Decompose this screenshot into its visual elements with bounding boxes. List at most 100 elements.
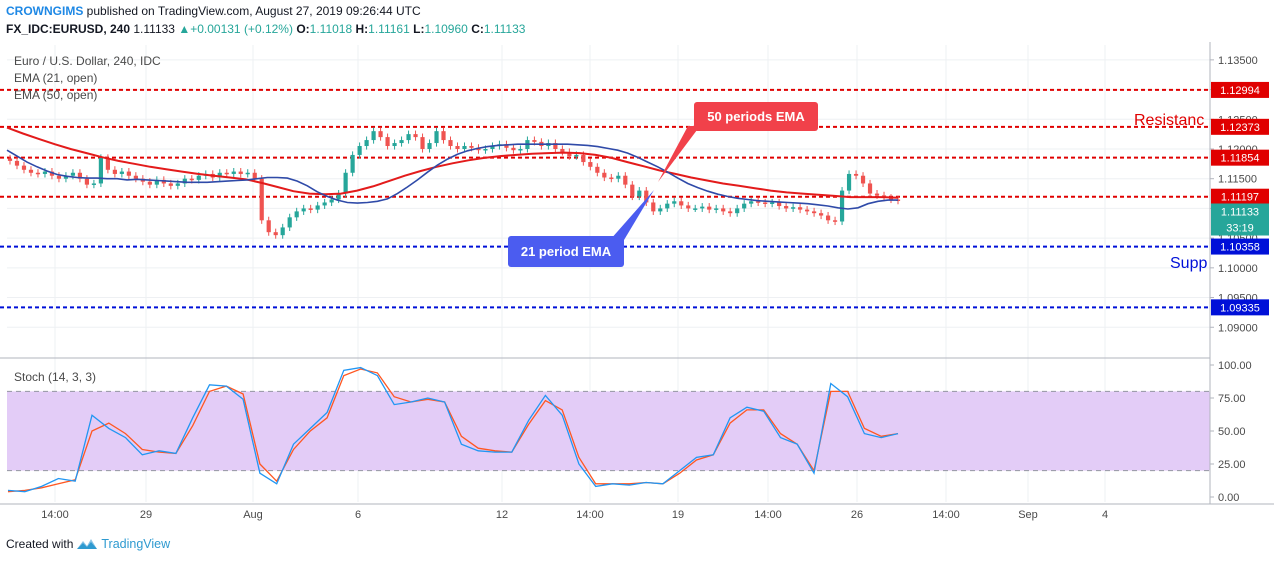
ema50-callout-text: 50 periods EMA (707, 109, 805, 124)
candle-body (867, 183, 873, 194)
candle (231, 168, 236, 178)
candle-body (266, 220, 271, 233)
candle (798, 203, 803, 214)
candle (455, 142, 460, 153)
candle (839, 187, 845, 226)
ema21-line (6, 143, 898, 210)
candle (273, 228, 278, 239)
candle (700, 203, 705, 212)
current-price-tag-label: 1.11133 (1221, 207, 1259, 219)
time-tick-label: 14:00 (932, 509, 960, 521)
candle (56, 172, 62, 183)
candle-body (798, 207, 803, 210)
price-tick-label: 1.09000 (1218, 322, 1258, 334)
candle-body (756, 201, 761, 203)
candle (832, 216, 838, 226)
candle-body (196, 175, 201, 180)
last-price: 1.11133 (133, 22, 175, 36)
resistance-price-tag-label: 1.12994 (1220, 85, 1260, 97)
ema21-callout-text: 21 period EMA (521, 244, 612, 259)
candle-body (609, 177, 614, 180)
candle (392, 139, 397, 150)
candle (651, 198, 656, 215)
time-tick-label: 19 (672, 509, 684, 521)
candle (784, 202, 789, 212)
support-price-tag-label: 1.10358 (1220, 242, 1260, 254)
candle-body (637, 190, 642, 197)
tradingview-link[interactable]: TradingView (101, 537, 171, 551)
candle (616, 172, 621, 183)
candle (763, 198, 768, 208)
candle-body (791, 207, 796, 209)
candle-body (315, 205, 320, 210)
time-tick-label: 26 (851, 509, 863, 521)
candle (609, 173, 614, 183)
open-label: O: (296, 22, 310, 36)
candle-body (818, 213, 824, 216)
stoch-k-line (7, 366, 899, 493)
current-price-tag (1211, 203, 1269, 236)
candle-body (553, 143, 558, 149)
candle-body (707, 206, 712, 210)
candle-body (126, 171, 131, 176)
candle (308, 204, 313, 214)
candle (28, 166, 34, 177)
candle-body (175, 183, 180, 186)
candle-body (860, 175, 866, 184)
candle-body (651, 202, 656, 212)
low-label: L: (413, 22, 425, 36)
price-chart[interactable]: 50 periods EMA 21 period EMA Resistanc Supp… (0, 42, 1274, 524)
candle-body (448, 140, 453, 147)
price-tick-label: 1.13500 (1218, 55, 1258, 67)
time-tick-label: 6 (355, 509, 361, 521)
candle (287, 213, 292, 231)
candle-body (56, 175, 62, 179)
candle-body (623, 175, 628, 185)
candle (560, 145, 565, 156)
time-tick-label: Sep (1018, 509, 1038, 521)
candle-body (63, 175, 69, 179)
candle-body (287, 217, 292, 228)
candle-body (420, 137, 425, 149)
ema50-annotation: 50 periods EMA (658, 102, 818, 182)
candle-body (189, 178, 194, 181)
ema21-callout-pointer (610, 190, 654, 240)
candle-body (21, 165, 27, 170)
candle (49, 168, 55, 180)
price-tick-label: 1.10000 (1218, 263, 1258, 275)
candle-body (413, 134, 418, 138)
candle-body (518, 148, 523, 151)
time-tick-label: 14:00 (576, 509, 604, 521)
time-tick-label: 14:00 (41, 509, 69, 521)
ema21-annotation: 21 period EMA (508, 190, 654, 267)
candle-body (259, 178, 264, 221)
candle-body (721, 208, 726, 212)
stoch-legend: Stoch (14, 3, 3) (14, 370, 96, 384)
candle (721, 204, 726, 215)
author-name[interactable]: CROWNGIMS (6, 4, 84, 18)
candle (665, 200, 670, 212)
up-arrow-icon: ▲ (178, 22, 191, 36)
candle-body (301, 208, 306, 212)
candle (728, 207, 733, 217)
candle-body (434, 131, 439, 144)
candle (846, 170, 852, 195)
candle-body (784, 206, 789, 209)
candle-body (749, 201, 754, 204)
candle (860, 172, 866, 188)
candle (867, 179, 873, 198)
stoch-tick-label: 50.00 (1218, 426, 1246, 438)
candle (777, 198, 782, 210)
ema50-callout-pointer (658, 126, 700, 182)
candle-body (763, 202, 768, 204)
candle-body (532, 140, 537, 142)
candle (378, 127, 383, 141)
candle (623, 172, 628, 189)
ohlc-line: FX_IDC:EURUSD, 240 1.11133 ▲+0.00131 (+0… (6, 22, 525, 36)
candle-body (182, 178, 187, 184)
candle (301, 204, 306, 215)
resistance-price-tag-label: 1.11197 (1221, 192, 1259, 204)
candle (385, 133, 390, 150)
candle-body (42, 171, 48, 174)
candle-body (832, 220, 838, 222)
